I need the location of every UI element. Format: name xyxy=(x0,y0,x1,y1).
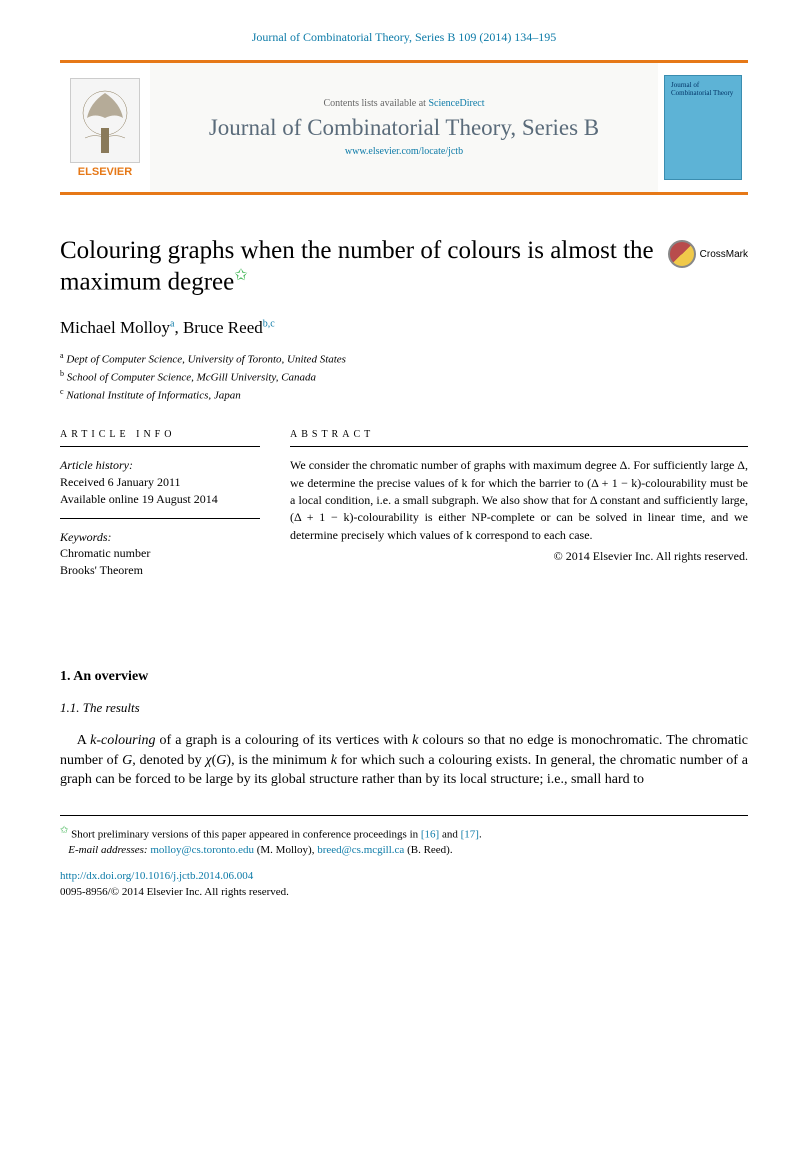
bottom-copyright: 0095-8956/© 2014 Elsevier Inc. All right… xyxy=(60,885,748,901)
affiliation-item: b School of Computer Science, McGill Uni… xyxy=(60,368,748,386)
affiliation-item: a Dept of Computer Science, University o… xyxy=(60,350,748,368)
footnote-line: ✩ Short preliminary versions of this pap… xyxy=(60,824,748,844)
keyword-item: Brooks' Theorem xyxy=(60,562,260,579)
journal-title: Journal of Combinatorial Theory, Series … xyxy=(209,114,599,142)
info-heading: article info xyxy=(60,429,260,447)
available-date: Available online 19 August 2014 xyxy=(60,491,260,508)
cover-image: Journal of Combinatorial Theory xyxy=(664,75,742,180)
affiliation-text: National Institute of Informatics, Japan xyxy=(66,390,240,402)
received-date: Received 6 January 2011 xyxy=(60,474,260,491)
sciencedirect-link[interactable]: ScienceDirect xyxy=(428,98,484,109)
article-title-text: Colouring graphs when the number of colo… xyxy=(60,237,654,296)
article-header: CrossMark Colouring graphs when the numb… xyxy=(60,235,748,404)
article-info-column: article info Article history: Received 6… xyxy=(60,429,260,599)
star-icon: ✩ xyxy=(234,267,247,284)
affiliation-sup: a xyxy=(60,351,64,360)
doi-link[interactable]: http://dx.doi.org/10.1016/j.jctb.2014.06… xyxy=(60,870,253,882)
affiliation-sup: c xyxy=(60,387,64,396)
publisher-banner: ELSEVIER Contents lists available at Sci… xyxy=(60,60,748,195)
ref-link[interactable]: [17] xyxy=(461,829,479,841)
subsection-heading: 1.1. The results xyxy=(60,700,748,716)
doi-line: http://dx.doi.org/10.1016/j.jctb.2014.06… xyxy=(60,869,748,885)
author-name: Michael Molloy xyxy=(60,318,170,337)
footnote-and: and xyxy=(439,829,460,841)
author-aff-sup: b,c xyxy=(263,318,275,329)
footnote-text: Short preliminary versions of this paper… xyxy=(71,829,421,841)
journal-url-link[interactable]: www.elsevier.com/locate/jctb xyxy=(345,146,463,157)
section-heading: 1. An overview xyxy=(60,669,748,685)
star-icon: ✩ xyxy=(60,825,68,836)
history-title: Article history: xyxy=(60,457,260,474)
affiliation-text: School of Computer Science, McGill Unive… xyxy=(67,372,316,384)
header-citation: Journal of Combinatorial Theory, Series … xyxy=(60,30,748,45)
author-list: Michael Molloya, Bruce Reedb,c xyxy=(60,318,748,338)
banner-center: Contents lists available at ScienceDirec… xyxy=(150,63,658,192)
abstract-heading: abstract xyxy=(290,429,748,447)
affiliation-sup: b xyxy=(60,369,64,378)
affiliation-text: Dept of Computer Science, University of … xyxy=(66,353,346,365)
body-section: 1. An overview 1.1. The results A k-colo… xyxy=(60,669,748,790)
email-name: (M. Molloy), xyxy=(254,844,317,856)
footnotes: ✩ Short preliminary versions of this pap… xyxy=(60,815,748,901)
email-label: E-mail addresses: xyxy=(68,844,150,856)
author-aff-sup: a xyxy=(170,318,174,329)
contents-line: Contents lists available at ScienceDirec… xyxy=(323,98,484,109)
abstract-copyright: © 2014 Elsevier Inc. All rights reserved… xyxy=(290,549,748,564)
article-title: Colouring graphs when the number of colo… xyxy=(60,235,748,298)
keywords-block: Keywords: Chromatic number Brooks' Theor… xyxy=(60,529,260,589)
email-name: (B. Reed). xyxy=(404,844,452,856)
contents-prefix: Contents lists available at xyxy=(323,98,428,109)
citation-link[interactable]: Journal of Combinatorial Theory, Series … xyxy=(252,30,557,44)
abstract-column: abstract We consider the chromatic numbe… xyxy=(290,429,748,599)
email-line: E-mail addresses: molloy@cs.toronto.edu … xyxy=(60,843,748,859)
elsevier-label: ELSEVIER xyxy=(78,166,132,178)
abstract-text: We consider the chromatic number of grap… xyxy=(290,457,748,544)
affiliations: a Dept of Computer Science, University o… xyxy=(60,350,748,404)
keywords-title: Keywords: xyxy=(60,529,260,546)
body-paragraph: A k-colouring of a graph is a colouring … xyxy=(60,731,748,790)
ref-link[interactable]: [16] xyxy=(421,829,439,841)
email-link[interactable]: molloy@cs.toronto.edu xyxy=(150,844,254,856)
cover-thumbnail[interactable]: Journal of Combinatorial Theory xyxy=(658,63,748,192)
cover-image-title: Journal of Combinatorial Theory xyxy=(671,82,735,97)
history-block: Article history: Received 6 January 2011… xyxy=(60,457,260,518)
elsevier-logo[interactable]: ELSEVIER xyxy=(60,63,150,192)
keyword-item: Chromatic number xyxy=(60,545,260,562)
email-link[interactable]: breed@cs.mcgill.ca xyxy=(317,844,404,856)
info-abstract-row: article info Article history: Received 6… xyxy=(60,429,748,599)
journal-url: www.elsevier.com/locate/jctb xyxy=(345,146,463,157)
elsevier-tree-icon xyxy=(70,78,140,163)
affiliation-item: c National Institute of Informatics, Jap… xyxy=(60,386,748,404)
footnote-period: . xyxy=(479,829,482,841)
author-name: Bruce Reed xyxy=(183,318,263,337)
